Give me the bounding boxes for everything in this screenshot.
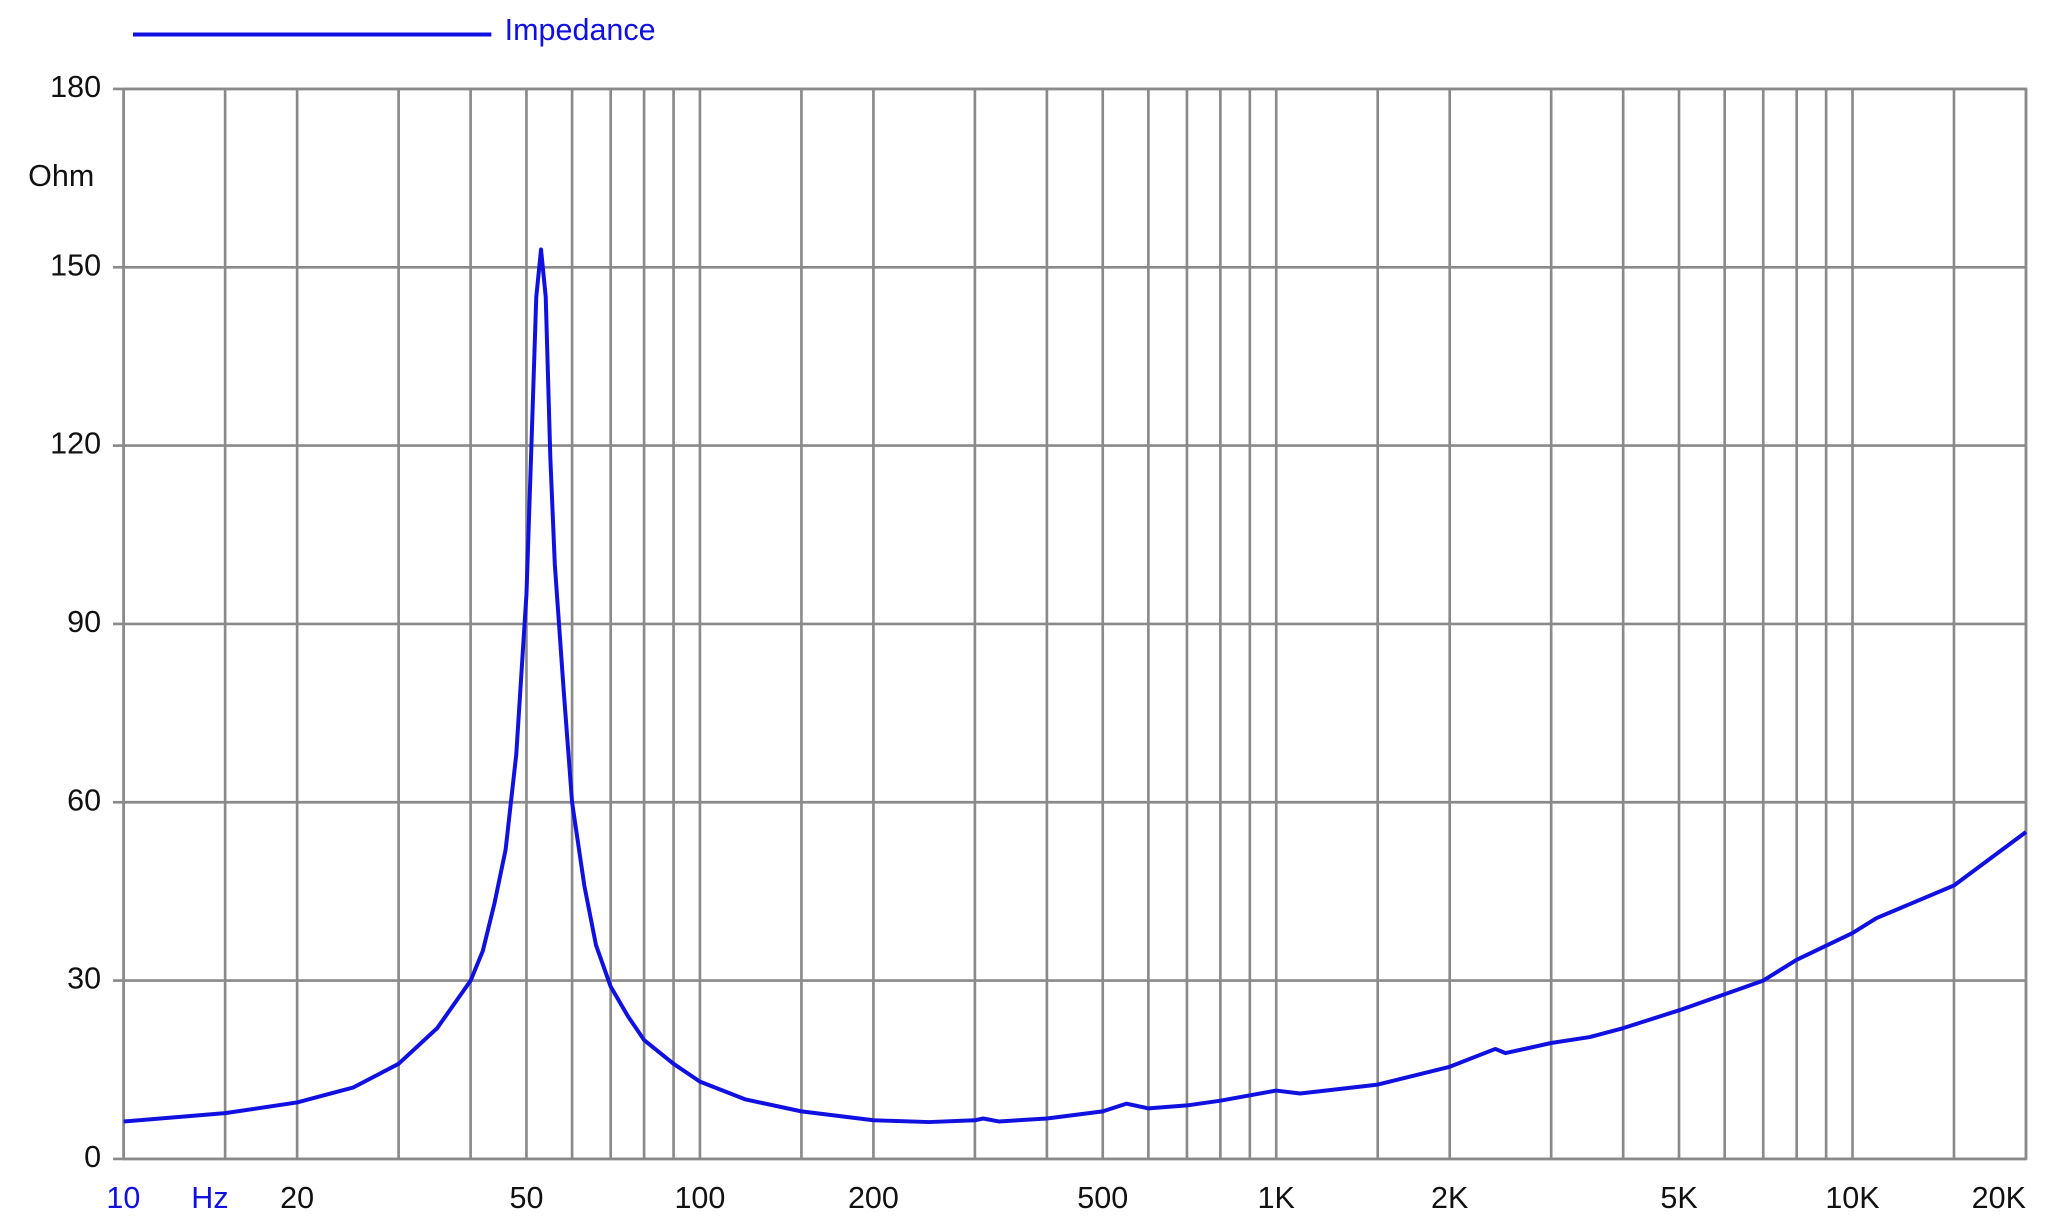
y-tick-label: 120 [50,427,101,461]
x-tick-label: 100 [674,1181,725,1215]
impedance-line [123,247,2028,1125]
x-tick-label: 20K [1972,1181,2027,1215]
x-tick-label: 50 [509,1181,543,1215]
y-axis-label: Ohm [28,159,94,193]
x-tick-label: 2K [1431,1181,1469,1215]
y-tick-label: 150 [50,248,101,282]
y-tick-label: 0 [84,1140,101,1174]
x-tick-label: 500 [1077,1181,1128,1215]
y-tick-label: 60 [67,783,101,817]
y-tick-label: 90 [67,605,101,639]
y-tick-label: 180 [50,70,101,104]
x-tick-label: 20 [280,1181,314,1215]
y-tick-label: 30 [67,962,101,996]
legend-label: Impedance [505,13,656,47]
x-axis-label: Hz [191,1181,228,1215]
x-tick-label: 10 [106,1181,140,1215]
x-tick-label: 10K [1825,1181,1880,1215]
plot-frame [122,87,2028,1161]
x-tick-label: 5K [1660,1181,1698,1215]
x-tick-label: 1K [1258,1181,1296,1215]
x-tick-label: 200 [848,1181,899,1215]
